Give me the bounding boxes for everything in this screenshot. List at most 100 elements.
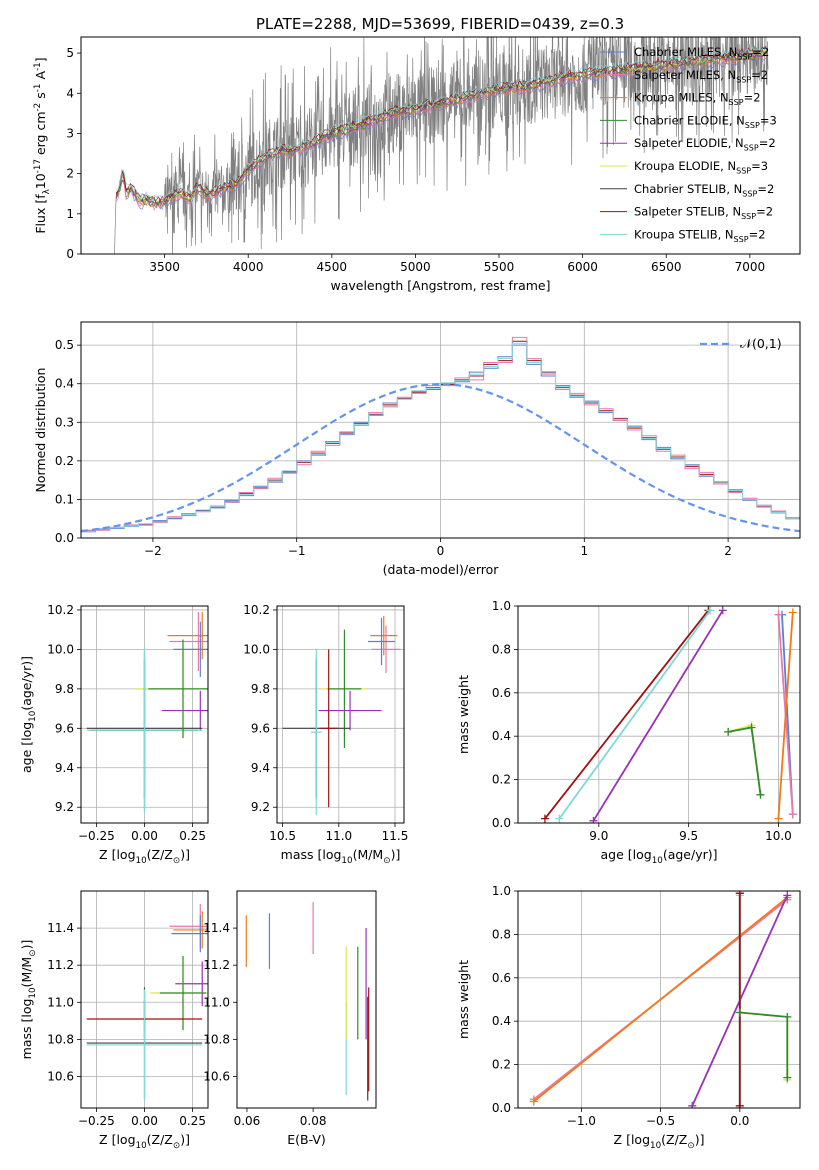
y-tick-label: 11.4 <box>203 921 230 935</box>
chart-weight-vs-Z: −1.0 −0.5 0.0 0.0 0.2 0.4 0.6 0.8 1.0 Z [log10(Z/… <box>456 884 801 1151</box>
model-line-8 <box>115 45 767 202</box>
x-tick-label: 1 <box>580 544 588 558</box>
y-tick-label: 0.4 <box>492 1014 511 1028</box>
histogram-step-3 <box>81 342 800 532</box>
y-tick-label: 10.8 <box>203 1032 230 1046</box>
y-axis-label: Flux [fλ10-17 erg cm-2 s-1 A-1] <box>33 57 52 233</box>
x-tick-label: −0.25 <box>78 1114 115 1128</box>
plot-area-mass-vs-ebv <box>245 902 370 1101</box>
y-tick-label: 9.4 <box>55 761 74 775</box>
legend: 𝒩(0,1) <box>700 336 782 351</box>
x-tick-label: 11.0 <box>325 829 352 843</box>
model-line-0 <box>115 57 767 210</box>
x-tick-label: 5000 <box>400 260 431 274</box>
x-tick-label: 3500 <box>149 260 180 274</box>
y-tick-label: 0.6 <box>492 686 511 700</box>
axes-frame <box>517 890 801 1109</box>
x-tick-label: 4000 <box>233 260 264 274</box>
weight-marker-1 <box>529 1097 538 1106</box>
legend-label-6: Chabrier STELIB, NSSP=2 <box>634 182 774 198</box>
axes-frame <box>276 605 405 824</box>
errorbar-point-5 <box>318 690 382 731</box>
y-tick-label: 10.0 <box>243 642 270 656</box>
weight-line-4 <box>728 726 762 795</box>
weight-line-1 <box>533 896 788 1103</box>
plot-area-weight-vs-age <box>540 606 797 823</box>
weight-marker-6 <box>774 610 783 619</box>
x-tick-label: −1.0 <box>567 1114 596 1128</box>
weight-marker-2 <box>718 606 727 615</box>
y-tick-label: 0.0 <box>492 1101 511 1115</box>
model-line-3 <box>115 51 767 206</box>
x-tick-label: 6500 <box>651 260 682 274</box>
weight-marker-5 <box>735 891 744 898</box>
y-tick-label: 11.0 <box>47 995 74 1009</box>
y-axis-label: Normed distribution <box>33 368 48 493</box>
normal-curve-line <box>81 382 800 533</box>
y-axis-label: mass [log10(M/M⊙)] <box>19 940 38 1060</box>
weight-line-7 <box>777 612 794 819</box>
errorbar-point-1 <box>371 625 401 674</box>
chart-mass-vs-Z: −0.25 0.00 0.25 10.6 10.8 11.0 11.2 11.4 Z [log1… <box>19 890 209 1151</box>
weight-line-1 <box>558 609 711 820</box>
errorbar-point-3 <box>175 961 208 1006</box>
y-axis-label: age [log10(age/yr)] <box>19 656 38 773</box>
x-tick-label: −2 <box>144 544 162 558</box>
x-axis-label: mass [log10(M/M⊙)] <box>281 847 401 866</box>
x-tick-label: 0.25 <box>179 1114 206 1128</box>
errorbar-point-8 <box>148 639 208 739</box>
errorbar-point-2 <box>171 915 208 953</box>
y-tick-label: 9.8 <box>55 682 74 696</box>
errorbar-point-4 <box>161 690 208 731</box>
plot-area-age-vs-mass <box>282 615 401 816</box>
errorbar-point-7 <box>86 647 203 814</box>
chart-mass-vs-ebv: 0.06 0.08 10.6 10.8 11.0 11.2 11.4 E(B-V) <box>203 890 377 1147</box>
weight-marker-5 <box>735 1101 744 1108</box>
errorbar-point-1 <box>173 911 208 949</box>
x-tick-label: 0 <box>437 544 445 558</box>
chart-age-vs-mass: 10.5 11.0 11.5 9.2 9.4 9.6 9.8 10.0 10.2 mass [lo… <box>243 603 408 866</box>
x-tick-label: −0.5 <box>646 1114 675 1128</box>
model-line-5 <box>115 48 767 204</box>
y-tick-label: 3 <box>66 126 74 140</box>
y-tick-label: 9.6 <box>55 721 74 735</box>
x-tick-label: 9.5 <box>679 829 698 843</box>
errorbar-point-2 <box>368 617 396 666</box>
axes-frame <box>80 890 209 1109</box>
legend-label-normal: 𝒩(0,1) <box>740 336 782 351</box>
y-tick-label: 0.2 <box>55 454 74 468</box>
y-tick-label: 10.6 <box>47 1069 74 1083</box>
weight-marker-4 <box>756 790 765 799</box>
axes-frame <box>517 605 801 824</box>
legend-label-4: Salpeter ELODIE, NSSP=2 <box>634 136 776 152</box>
y-tick-label: 0.5 <box>55 338 74 352</box>
y-tick-label: 1 <box>66 207 74 221</box>
x-tick-label: 0.0 <box>730 1114 749 1128</box>
y-tick-label: 9.8 <box>251 682 270 696</box>
y-tick-label: 11.2 <box>203 958 230 972</box>
x-tick-label: 7000 <box>735 260 766 274</box>
weight-marker-0 <box>540 814 549 823</box>
weight-marker-2 <box>688 1101 697 1108</box>
y-tick-label: 0.1 <box>55 492 74 506</box>
axes-frame <box>80 36 801 255</box>
y-tick-label: 9.2 <box>251 800 270 814</box>
weight-marker-7 <box>774 814 783 823</box>
y-tick-label: 9.2 <box>55 800 74 814</box>
weight-line-7 <box>739 1011 789 1078</box>
figure-title: PLATE=2288, MJD=53699, FIBERID=0439, z=0… <box>256 15 624 33</box>
errorbar-point-2 <box>173 621 208 678</box>
weight-marker-6 <box>788 810 797 819</box>
x-axis-label: Z [log10(Z/Z⊙)] <box>614 1132 705 1151</box>
y-tick-label: 2 <box>66 167 74 181</box>
plot-area-residuals <box>81 336 800 533</box>
legend-label-8: Kroupa STELIB, NSSP=2 <box>634 227 766 243</box>
x-tick-label: 0.08 <box>300 1114 327 1128</box>
y-tick-label: 0.8 <box>492 927 511 941</box>
x-tick-label: 0.00 <box>131 1114 158 1128</box>
x-tick-label: 9.0 <box>589 829 608 843</box>
x-tick-label: −0.25 <box>78 829 115 843</box>
x-tick-label: 0.25 <box>179 829 206 843</box>
x-tick-label: −1 <box>288 544 306 558</box>
y-tick-label: 0.4 <box>55 377 74 391</box>
